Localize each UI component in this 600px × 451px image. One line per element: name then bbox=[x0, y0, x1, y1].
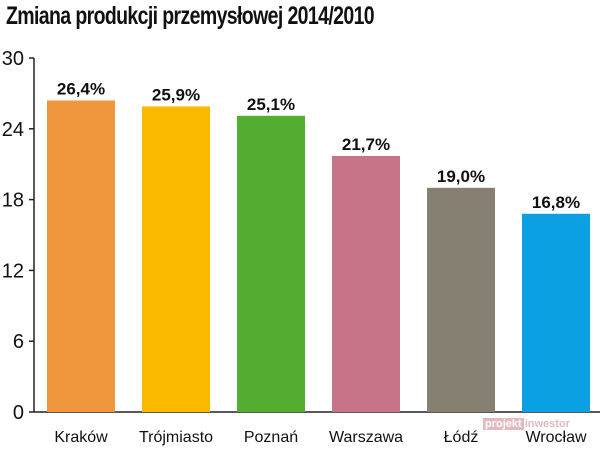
bar-value-label: 16,8% bbox=[532, 193, 580, 212]
bar-value-label: 19,0% bbox=[437, 167, 485, 186]
bar-value-label: 21,7% bbox=[342, 135, 390, 154]
bar bbox=[47, 100, 115, 412]
x-category-label: Poznań bbox=[244, 429, 298, 446]
y-tick-label: 18 bbox=[2, 190, 24, 212]
y-tick-label: 12 bbox=[2, 260, 24, 282]
x-category-label: Trójmiasto bbox=[139, 429, 213, 446]
bar bbox=[142, 106, 210, 412]
bar bbox=[522, 213, 590, 412]
x-category-label: Kraków bbox=[54, 429, 108, 446]
bars bbox=[47, 100, 590, 412]
watermark-logo: projekt inwestor bbox=[483, 418, 570, 430]
y-tick-label: 6 bbox=[13, 331, 24, 353]
category-labels: Kraków Trójmiasto Poznań Warszawa Łódź Wrocła… bbox=[54, 429, 587, 446]
bar-value-label: 25,9% bbox=[152, 85, 200, 104]
bar bbox=[427, 187, 495, 412]
x-category-label: Łódź bbox=[444, 429, 479, 446]
value-labels: 26,4% 25,9% 25,1% 21,7% 19,0% 16,8% bbox=[57, 79, 580, 211]
y-axis-ticks: 0 6 12 18 24 30 bbox=[2, 48, 34, 424]
watermark-part-2: inwestor bbox=[524, 418, 570, 430]
watermark-part-1: projekt bbox=[483, 418, 524, 430]
bar bbox=[237, 115, 305, 412]
x-category-label: Warszawa bbox=[329, 429, 403, 446]
y-tick-label: 0 bbox=[13, 402, 24, 424]
bar bbox=[332, 155, 400, 412]
y-tick-label: 30 bbox=[2, 48, 24, 70]
chart-title: Zmiana produkcji przemysłowej 2014/2010 bbox=[6, 2, 375, 30]
bar-value-label: 26,4% bbox=[57, 79, 105, 98]
bar-value-label: 25,1% bbox=[247, 95, 295, 114]
y-tick-label: 24 bbox=[2, 119, 24, 141]
x-category-label: Wrocław bbox=[525, 429, 586, 446]
